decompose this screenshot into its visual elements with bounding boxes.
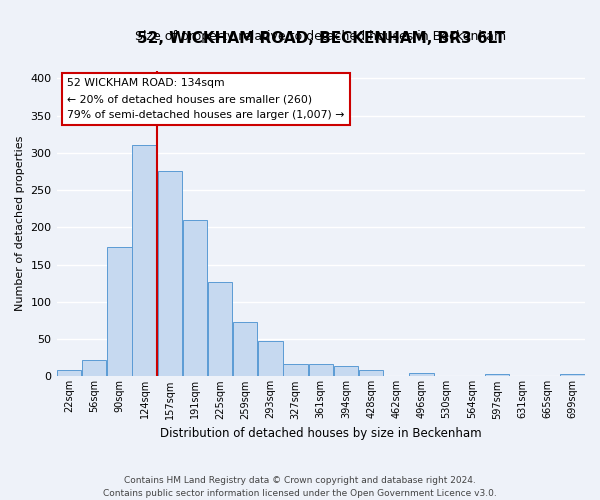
Bar [233, 322, 257, 376]
Bar [409, 374, 434, 376]
X-axis label: Distribution of detached houses by size in Beckenham: Distribution of detached houses by size … [160, 427, 482, 440]
Bar [359, 370, 383, 376]
Bar [334, 366, 358, 376]
Bar [183, 220, 207, 376]
Text: 52 WICKHAM ROAD: 134sqm
← 20% of detached houses are smaller (260)
79% of semi-d: 52 WICKHAM ROAD: 134sqm ← 20% of detache… [67, 78, 344, 120]
Bar [258, 340, 283, 376]
Text: 52, WICKHAM ROAD, BECKENHAM, BR3 6LT: 52, WICKHAM ROAD, BECKENHAM, BR3 6LT [137, 32, 505, 46]
Title: Size of property relative to detached houses in Beckenham: Size of property relative to detached ho… [135, 30, 506, 43]
Bar [107, 248, 131, 376]
Bar [82, 360, 106, 376]
Bar [133, 146, 157, 376]
Bar [308, 364, 333, 376]
Bar [158, 172, 182, 376]
Bar [57, 370, 82, 376]
Y-axis label: Number of detached properties: Number of detached properties [15, 136, 25, 312]
Bar [560, 374, 584, 376]
Bar [208, 282, 232, 376]
Bar [485, 374, 509, 376]
Text: Contains HM Land Registry data © Crown copyright and database right 2024.
Contai: Contains HM Land Registry data © Crown c… [103, 476, 497, 498]
Bar [283, 364, 308, 376]
